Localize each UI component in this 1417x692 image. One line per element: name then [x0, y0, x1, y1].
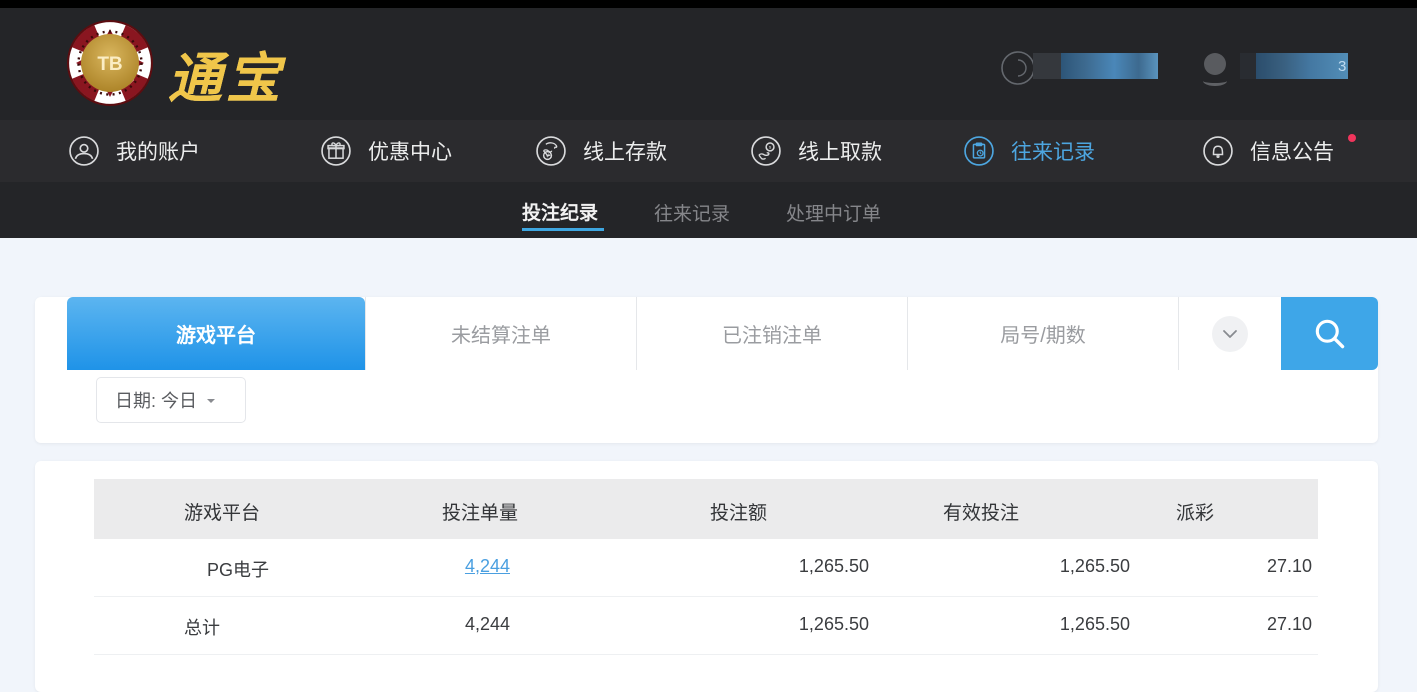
- svg-text:￥: ￥: [545, 153, 549, 158]
- svg-text:$: $: [769, 144, 772, 149]
- svg-text:TB: TB: [97, 54, 122, 75]
